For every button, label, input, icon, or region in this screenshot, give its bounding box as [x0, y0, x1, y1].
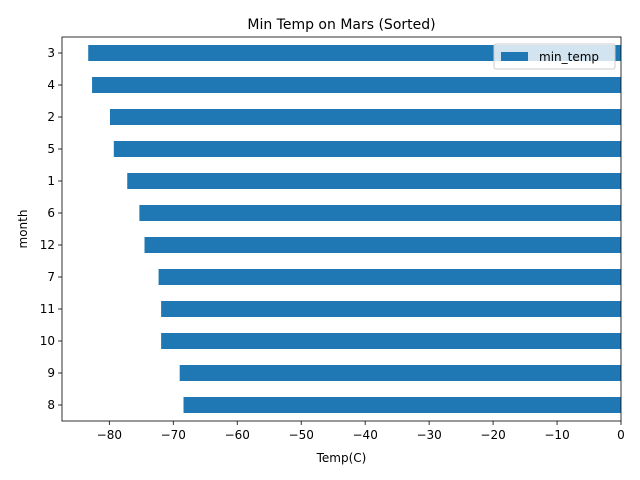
y-axis: 3 4 2 5 1 6 12 7 11 10 9 8 [40, 46, 62, 412]
x-tick-label: −70 [161, 428, 186, 442]
bar-month-11 [161, 301, 621, 317]
bar-month-2 [109, 109, 621, 125]
bar-month-3 [88, 45, 621, 61]
x-axis-label: Temp(C) [316, 451, 367, 465]
x-tick-label: −40 [353, 428, 378, 442]
legend: min_temp [493, 43, 616, 70]
y-tick-label: 12 [40, 238, 55, 252]
y-tick-label: 7 [47, 270, 55, 284]
x-tick-label: −20 [480, 428, 505, 442]
legend-label: min_temp [539, 50, 599, 64]
bar-month-1 [127, 173, 622, 189]
y-tick-label: 1 [47, 174, 55, 188]
legend-box [493, 43, 616, 70]
bar-month-7 [158, 269, 621, 285]
x-axis: −80 −70 −60 −50 −40 −30 −20 −10 0 [97, 421, 625, 442]
bar-month-4 [92, 77, 621, 93]
y-tick-label: 5 [47, 142, 55, 156]
legend-swatch [501, 52, 528, 61]
x-tick-label: −60 [225, 428, 250, 442]
x-tick-label: −30 [416, 428, 441, 442]
bar-month-10 [161, 333, 621, 349]
bars [88, 45, 622, 413]
bar-month-12 [144, 237, 621, 253]
y-tick-label: 11 [40, 302, 55, 316]
x-tick-label: −50 [289, 428, 314, 442]
y-tick-label: 9 [47, 366, 55, 380]
bar-month-5 [113, 141, 621, 157]
x-tick-label: −10 [544, 428, 569, 442]
bar-month-9 [179, 365, 621, 381]
plot-frame [61, 36, 622, 422]
y-axis-label: month [16, 210, 30, 249]
y-tick-label: 3 [47, 46, 55, 60]
y-tick-label: 6 [47, 206, 55, 220]
y-tick-label: 4 [47, 78, 55, 92]
chart-title: Min Temp on Mars (Sorted) [247, 17, 435, 33]
x-tick-label: −80 [97, 428, 122, 442]
x-tick-label: 0 [617, 428, 625, 442]
y-tick-label: 8 [47, 398, 55, 412]
y-tick-label: 2 [47, 110, 55, 124]
bar-month-6 [139, 205, 621, 221]
bar-month-8 [183, 397, 622, 413]
y-tick-label: 10 [40, 334, 55, 348]
